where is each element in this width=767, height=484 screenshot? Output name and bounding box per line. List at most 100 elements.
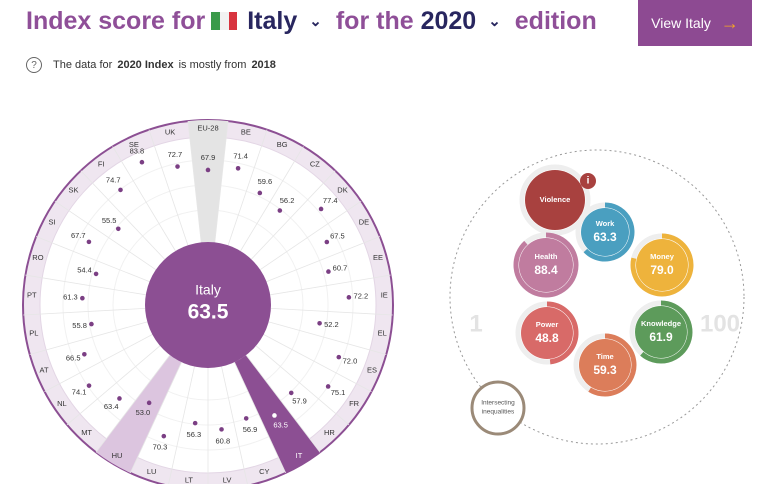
- sector-divider: [35, 236, 150, 283]
- country-label: IT: [296, 451, 303, 460]
- sector-divider: [112, 146, 176, 252]
- country-label: LU: [147, 467, 157, 476]
- score-dot: [324, 239, 330, 245]
- score-label: 52.2: [324, 320, 339, 329]
- score-dot: [86, 239, 92, 245]
- sector-divider: [255, 345, 350, 426]
- domain-frame: [449, 149, 745, 445]
- score-dot: [139, 159, 145, 165]
- country-label: HR: [324, 428, 335, 437]
- domain-bubble[interactable]: [636, 239, 688, 291]
- sector-divider: [270, 274, 391, 296]
- sector-divider: [263, 334, 372, 393]
- sector-divider: [95, 354, 171, 453]
- score-label: 54.4: [77, 266, 92, 275]
- country-label: SE: [129, 140, 139, 149]
- domain-name: Work: [596, 219, 615, 228]
- sector-divider: [80, 170, 165, 260]
- help-icon[interactable]: ?: [26, 57, 42, 73]
- note-text: is mostly from: [178, 59, 247, 71]
- domain-bubble[interactable]: [581, 208, 629, 256]
- score-label: 55.5: [102, 216, 117, 225]
- view-button[interactable]: View Italy →: [638, 0, 752, 46]
- score-dot: [205, 167, 211, 173]
- domain-value: 63.3: [593, 230, 617, 244]
- domain-value: 61.9: [649, 330, 673, 344]
- domain-arc: [546, 301, 579, 365]
- score-dot: [277, 208, 283, 213]
- score-label: 67.9: [201, 153, 216, 162]
- domain-bubble[interactable]: [635, 306, 687, 358]
- country-label: CZ: [310, 159, 320, 168]
- chevron[interactable]: ⌄: [488, 13, 501, 30]
- country-label: UK: [165, 128, 175, 137]
- domain-bubble[interactable]: [525, 170, 585, 230]
- score-label: 83.8: [130, 146, 145, 155]
- score-dot: [243, 416, 249, 421]
- score-label: 72.2: [354, 292, 369, 301]
- sector-divider: [251, 170, 336, 260]
- intersecting-label: inequalities: [482, 409, 515, 416]
- country-select[interactable]: Italy: [247, 6, 298, 35]
- domain-value: 59.3: [593, 363, 617, 377]
- title-suffix: edition: [514, 6, 597, 35]
- chevron[interactable]: ⌄: [309, 13, 322, 30]
- note-year: 2018: [251, 59, 276, 71]
- domain-name: Violence: [540, 195, 571, 204]
- score-label: 63.4: [104, 402, 119, 411]
- domain-value: 88.4: [534, 263, 558, 277]
- sector-divider: [259, 200, 362, 270]
- center-score: 63.5: [188, 301, 229, 324]
- sector-highlight: [234, 355, 320, 473]
- intersecting-label: Intersecting: [481, 400, 515, 407]
- score-label: 66.5: [66, 354, 81, 363]
- country-label: EU-28: [197, 123, 218, 132]
- scale-max: 100: [700, 310, 740, 337]
- country-label: RO: [32, 253, 43, 262]
- country-label: FI: [98, 159, 105, 168]
- domain-bubble[interactable]: [519, 238, 573, 292]
- note: ? The data for 2020 Index is mostly from…: [26, 57, 276, 73]
- sector-divider: [214, 121, 229, 243]
- score-dot: [346, 295, 352, 300]
- domain-bubble[interactable]: [579, 339, 631, 391]
- score-label: 67.7: [71, 231, 86, 240]
- center-disc: [145, 242, 271, 368]
- score-label: 75.1: [331, 388, 346, 397]
- sector-divider: [227, 129, 268, 246]
- sector-divider: [44, 334, 153, 393]
- country-label: FR: [349, 399, 360, 408]
- score-label: 55.8: [72, 321, 87, 330]
- info-glyph: i: [587, 176, 590, 187]
- center-country: Italy: [195, 282, 221, 298]
- title-prefix: Index score for: [26, 6, 206, 35]
- score-dot: [117, 396, 122, 401]
- sector-divider: [245, 354, 321, 453]
- sector-divider: [66, 345, 161, 426]
- score-dot: [336, 354, 342, 360]
- sector-divider: [129, 362, 182, 474]
- score-dot: [326, 269, 331, 274]
- score-label: 56.3: [187, 430, 202, 439]
- score-dot: [272, 413, 277, 418]
- country-label: IE: [381, 290, 388, 299]
- sector-divider: [234, 362, 287, 474]
- score-label: 63.5: [273, 421, 288, 430]
- note-index: 2020 Index: [117, 59, 174, 71]
- year-select[interactable]: 2020: [420, 6, 477, 35]
- sector-divider: [29, 321, 148, 355]
- domain-bubble[interactable]: [521, 307, 573, 359]
- domain-arc: [630, 233, 694, 297]
- note-text: The data for: [53, 59, 113, 71]
- sector-divider: [268, 321, 387, 355]
- button-label: View Italy: [651, 15, 711, 31]
- sector-divider: [221, 366, 248, 484]
- score-label: 60.7: [333, 263, 348, 272]
- sector-divider: [240, 146, 304, 252]
- info-icon: [580, 173, 596, 189]
- domain-arc: [588, 333, 637, 397]
- country-label: CY: [259, 467, 269, 476]
- score-label: 53.0: [136, 408, 151, 417]
- country-label: BE: [241, 128, 251, 137]
- score-dot: [118, 187, 123, 193]
